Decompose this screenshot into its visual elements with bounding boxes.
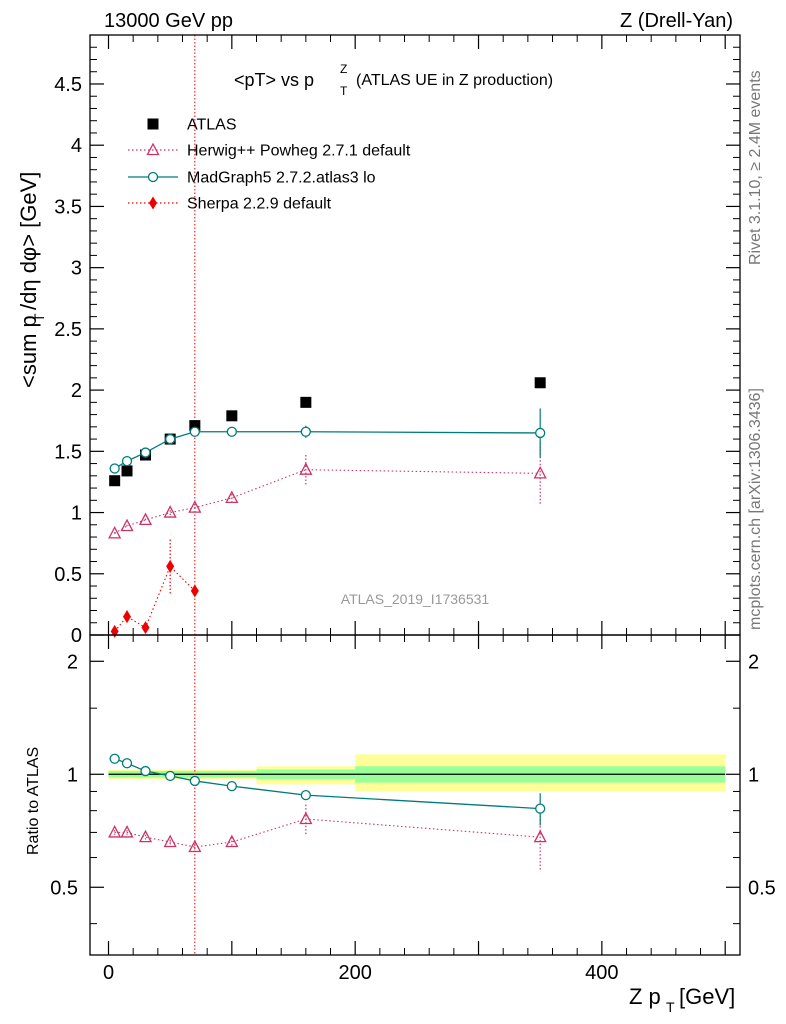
ratio-ytick-label-left-2: 2 [67, 651, 78, 673]
ratio-frame [89, 634, 741, 956]
ratio-series-line-herwig-powheg-2-7-1-default [114, 818, 541, 848]
ratio-point-herwig-powheg-2-7-1-default-0 [108, 825, 122, 838]
y-axis-title-part1: <sum p [16, 315, 41, 388]
legend-marker-atlas [147, 118, 159, 130]
main-point-atlas-7 [534, 377, 546, 389]
main-point-herwig-powheg-2-7-1-default-6 [299, 462, 313, 475]
ratio-point-madgraph5-2-7-2-atlas3-lo-4 [189, 775, 200, 787]
ratio-point-herwig-powheg-2-7-1-default-4 [188, 839, 202, 853]
main-ytick-label-1: 0.5 [54, 564, 82, 586]
ratio-point-madgraph5-2-7-2-atlas3-lo-7 [535, 803, 546, 814]
main-point-herwig-powheg-2-7-1-default-1 [120, 518, 134, 532]
main-point-sherpa-2-2-9-default-4 [190, 584, 199, 598]
main-point-madgraph5-2-7-2-atlas3-lo-6 [300, 426, 311, 437]
main-point-herwig-powheg-2-7-1-default-5 [225, 490, 239, 504]
main-point-atlas-6 [300, 396, 312, 408]
main-ytick-label-0: 0 [71, 625, 82, 647]
x-tick-label-0: 0 [103, 962, 114, 984]
title-main: <pT> vs p [234, 70, 314, 90]
main-point-sherpa-2-2-9-default-2 [141, 621, 150, 635]
legend-label-sherpa-2-2-9-default: Sherpa 2.2.9 default [187, 196, 332, 213]
ratio-ytick-label-right-1: 1 [748, 764, 759, 786]
main-ytick-label-6: 3 [71, 258, 82, 280]
rivet-label: Rivet 3.1.10, ≥ 2.4M events [747, 70, 764, 265]
legend: ATLAS Herwig++ Powheg 2.7.1 default MadGra… [128, 117, 411, 213]
x-axis-title-part1: Z p [629, 984, 661, 1009]
main-series-line-madgraph5-2-7-2-atlas3-lo [114, 431, 541, 470]
main-point-atlas-1 [121, 465, 133, 477]
y-axis-title-ratio: Ratio to ATLAS [25, 747, 42, 855]
main-point-madgraph5-2-7-2-atlas3-lo-3 [165, 433, 176, 445]
ratio-uncertainty-bands [108, 754, 726, 792]
ratio-point-herwig-powheg-2-7-1-default-5 [225, 834, 239, 848]
main-ytick-label-8: 4 [71, 135, 82, 157]
main-ytick-label-2: 1 [71, 503, 82, 525]
main-point-sherpa-2-2-9-default-0 [110, 624, 119, 638]
y-axis-title-sub: T [31, 313, 47, 322]
process-label: Z (Drell-Yan) [620, 10, 733, 32]
ratio-ytick-label-right-2: 2 [748, 651, 759, 673]
main-point-madgraph5-2-7-2-atlas3-lo-5 [226, 426, 237, 437]
x-tick-label-2: 400 [585, 962, 618, 984]
ratio-point-madgraph5-2-7-2-atlas3-lo-1 [121, 758, 133, 769]
main-ytick-label-9: 4.5 [54, 74, 82, 96]
main-point-madgraph5-2-7-2-atlas3-lo-0 [109, 463, 120, 474]
ratio-panel [108, 753, 547, 872]
ratio-point-herwig-powheg-2-7-1-default-1 [120, 825, 134, 838]
ratio-point-madgraph5-2-7-2-atlas3-lo-2 [140, 765, 151, 777]
main-point-atlas-5 [226, 410, 238, 422]
axes-frames: 0 0.5 1 1.5 2 2.5 3 3.5 4 4.5 0 200 400 0.5 0.5 1 1 2 2 [50, 34, 776, 984]
main-point-atlas-0 [109, 475, 121, 487]
main-point-sherpa-2-2-9-default-3 [166, 559, 175, 573]
main-ytick-label-5: 2.5 [54, 319, 82, 341]
ratio-ytick-label-left-1: 1 [67, 764, 78, 786]
x-axis-title-sub: T [666, 999, 675, 1015]
title-suffix: (ATLAS UE in Z production) [356, 72, 553, 89]
main-ytick-label-3: 1.5 [54, 441, 82, 463]
mcplots-label: mcplots.cern.ch [arXiv:1306.3436] [747, 388, 764, 630]
main-point-herwig-powheg-2-7-1-default-2 [138, 512, 153, 526]
y-axis-title-main: <sum p T /dη dφ> [GeV] [16, 172, 47, 388]
legend-label-madgraph5-2-7-2-atlas3-lo: MadGraph5 2.7.2.atlas3 lo [187, 170, 376, 187]
ratio-point-herwig-powheg-2-7-1-default-2 [138, 829, 153, 843]
legend-marker-herwig-powheg-2-7-1-default [146, 142, 160, 156]
main-point-madgraph5-2-7-2-atlas3-lo-7 [535, 427, 546, 439]
collision-energy-label: 13000 GeV pp [104, 10, 233, 32]
title-sub: T [340, 84, 348, 98]
ratio-ytick-label-right-0: 0.5 [748, 877, 776, 899]
main-point-herwig-powheg-2-7-1-default-0 [108, 525, 122, 539]
main-point-sherpa-2-2-9-default-1 [123, 610, 132, 624]
plot-title: <pT> vs p Z T (ATLAS UE in Z production) [234, 62, 553, 98]
x-axis-title: Z p T [GeV] [629, 984, 735, 1015]
y-axis-title-part2: /dη dφ> [GeV] [16, 172, 41, 310]
ratio-point-herwig-powheg-2-7-1-default-6 [299, 811, 313, 825]
main-point-madgraph5-2-7-2-atlas3-lo-2 [140, 447, 151, 458]
ratio-point-madgraph5-2-7-2-atlas3-lo-0 [109, 753, 120, 764]
ratio-point-madgraph5-2-7-2-atlas3-lo-3 [165, 770, 176, 782]
main-ytick-label-4: 2 [71, 380, 82, 402]
legend-label-atlas: ATLAS [187, 117, 237, 134]
main-point-herwig-powheg-2-7-1-default-3 [163, 505, 177, 518]
main-point-atlas-4 [189, 420, 201, 432]
legend-label-herwig-powheg-2-7-1-default: Herwig++ Powheg 2.7.1 default [187, 143, 411, 160]
x-axis-title-part2: [GeV] [679, 984, 735, 1009]
legend-marker-sherpa-2-2-9-default [149, 196, 157, 210]
ratio-point-madgraph5-2-7-2-atlas3-lo-6 [300, 789, 311, 801]
ratio-point-madgraph5-2-7-2-atlas3-lo-5 [226, 780, 237, 792]
main-point-madgraph5-2-7-2-atlas3-lo-1 [121, 455, 133, 467]
legend-marker-madgraph5-2-7-2-atlas3-lo [147, 171, 159, 183]
ratio-point-herwig-powheg-2-7-1-default-3 [163, 834, 177, 848]
main-point-herwig-powheg-2-7-1-default-7 [533, 465, 547, 479]
main-point-herwig-powheg-2-7-1-default-4 [188, 500, 202, 513]
main-point-madgraph5-2-7-2-atlas3-lo-4 [189, 426, 200, 437]
main-ytick-label-7: 3.5 [54, 196, 82, 218]
x-tick-label-1: 200 [338, 962, 371, 984]
main-series-line-herwig-powheg-2-7-1-default [114, 469, 541, 534]
title-sup: Z [340, 62, 347, 76]
ratio-ytick-label-left-0: 0.5 [50, 877, 78, 899]
ratio-point-herwig-powheg-2-7-1-default-7 [533, 829, 547, 843]
analysis-id: ATLAS_2019_I1736531 [341, 591, 490, 607]
